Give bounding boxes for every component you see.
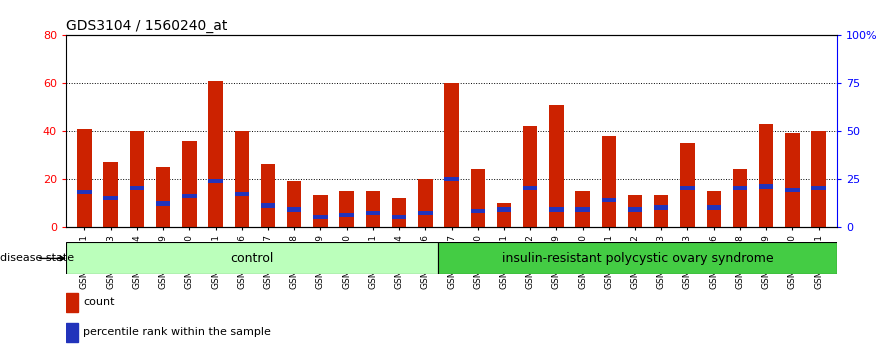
Bar xyxy=(733,169,747,227)
Bar xyxy=(208,81,223,227)
Bar xyxy=(549,105,564,227)
Bar xyxy=(654,205,669,210)
Bar xyxy=(733,186,747,190)
Bar xyxy=(470,209,485,213)
Bar xyxy=(261,164,275,227)
Text: disease state: disease state xyxy=(0,253,74,263)
Bar xyxy=(66,323,78,342)
Bar xyxy=(628,207,642,211)
Bar xyxy=(182,141,196,227)
Bar xyxy=(314,215,328,219)
Bar xyxy=(339,213,354,217)
Bar xyxy=(549,207,564,211)
Text: GDS3104 / 1560240_at: GDS3104 / 1560240_at xyxy=(66,19,227,33)
Bar xyxy=(811,131,825,227)
Text: percentile rank within the sample: percentile rank within the sample xyxy=(83,327,271,337)
Bar xyxy=(785,133,800,227)
Bar xyxy=(78,190,92,194)
Text: insulin-resistant polycystic ovary syndrome: insulin-resistant polycystic ovary syndr… xyxy=(502,252,774,265)
Bar xyxy=(208,178,223,183)
Bar xyxy=(602,198,616,202)
Bar xyxy=(444,177,459,181)
Bar xyxy=(444,83,459,227)
Bar xyxy=(497,202,511,227)
Bar xyxy=(470,169,485,227)
Bar xyxy=(156,167,170,227)
Bar xyxy=(438,242,837,274)
Bar xyxy=(130,186,144,190)
Bar xyxy=(261,204,275,208)
Bar xyxy=(680,186,695,190)
Bar xyxy=(392,215,406,219)
Bar xyxy=(392,198,406,227)
Bar xyxy=(523,126,537,227)
Bar xyxy=(628,195,642,227)
Bar xyxy=(759,124,774,227)
Bar xyxy=(287,207,301,211)
Text: control: control xyxy=(231,252,274,265)
Bar xyxy=(418,179,433,227)
Bar xyxy=(78,129,92,227)
Text: count: count xyxy=(83,297,115,307)
Bar xyxy=(103,162,118,227)
Bar xyxy=(811,186,825,190)
Bar xyxy=(759,184,774,189)
Bar xyxy=(654,195,669,227)
Bar xyxy=(182,194,196,198)
Bar xyxy=(314,195,328,227)
Bar xyxy=(234,192,249,196)
Bar xyxy=(66,242,438,274)
Bar xyxy=(130,131,144,227)
Bar xyxy=(497,207,511,211)
Bar xyxy=(523,186,537,190)
Bar xyxy=(602,136,616,227)
Bar xyxy=(575,191,589,227)
Bar xyxy=(287,181,301,227)
Bar xyxy=(103,196,118,200)
Bar xyxy=(234,131,249,227)
Bar xyxy=(785,188,800,192)
Bar xyxy=(66,293,78,312)
Bar xyxy=(366,211,380,215)
Bar xyxy=(575,207,589,211)
Bar xyxy=(680,143,695,227)
Bar xyxy=(156,201,170,206)
Bar xyxy=(707,191,721,227)
Bar xyxy=(707,205,721,210)
Bar xyxy=(366,191,380,227)
Bar xyxy=(418,211,433,215)
Bar xyxy=(339,191,354,227)
